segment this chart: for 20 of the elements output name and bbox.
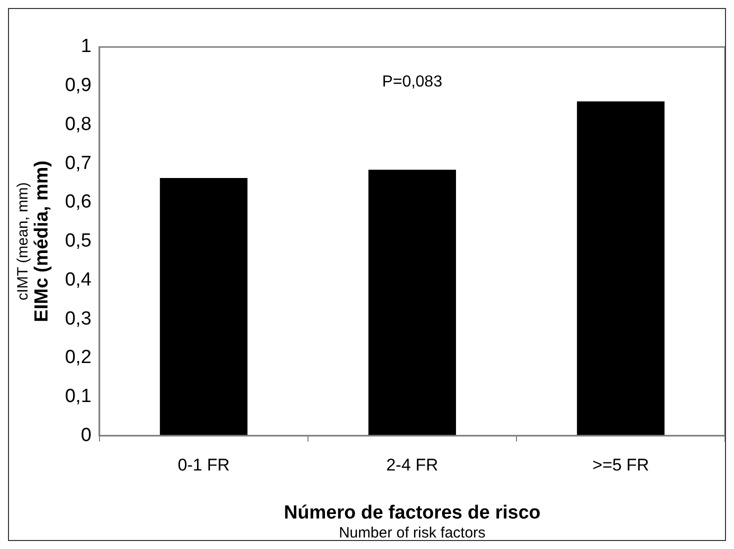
x-tick-label: 2-4 FR — [386, 455, 438, 474]
annotation: P=0,083 — [382, 73, 442, 90]
y-tick-label: 0,9 — [64, 75, 92, 96]
bar — [368, 170, 456, 436]
y-tick-label: 0,5 — [64, 230, 92, 252]
bar — [160, 178, 248, 436]
y-tick-label: 0 — [80, 424, 92, 446]
y-tick-label: 0,7 — [64, 152, 92, 174]
y-tick-label: 0,4 — [64, 269, 92, 290]
y-tick-label: 0,3 — [64, 308, 92, 330]
bar — [576, 101, 665, 436]
y-tick-label: 1 — [80, 36, 92, 58]
y-axis-title: cIMT (mean, mm) EIMc (média, mm) — [14, 160, 52, 322]
y-tick-label: 0,8 — [64, 114, 92, 135]
y-tick-label: 0,2 — [64, 347, 92, 368]
x-axis-title: Número de factores de risco Number of risk factors — [284, 502, 541, 542]
x-tick-label: >=5 FR — [592, 455, 650, 474]
x-tick-label: 0-1 FR — [178, 455, 230, 474]
y-tick-label: 0,6 — [64, 192, 92, 213]
y-tick-label: 0,1 — [64, 386, 92, 407]
